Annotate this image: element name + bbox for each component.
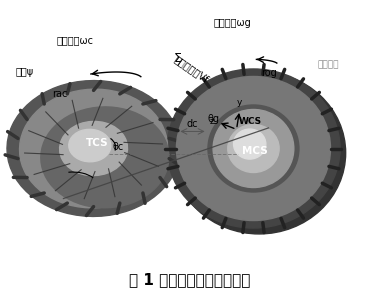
Text: dc: dc — [187, 119, 198, 129]
Text: 倾角ψ: 倾角ψ — [16, 67, 34, 77]
Text: TCS: TCS — [86, 138, 109, 148]
Text: 齿弧行动: 齿弧行动 — [318, 61, 339, 69]
Ellipse shape — [20, 89, 168, 208]
Text: Σ: Σ — [174, 52, 182, 65]
Ellipse shape — [69, 129, 111, 162]
Text: 轴进给速率Vf: 轴进给速率Vf — [172, 53, 211, 84]
Text: 刀具转速ωc: 刀具转速ωc — [56, 36, 93, 45]
Ellipse shape — [60, 121, 127, 176]
Text: y: y — [237, 98, 242, 107]
Text: MCS: MCS — [243, 146, 268, 157]
Ellipse shape — [41, 107, 169, 208]
Text: θg: θg — [208, 114, 219, 124]
Text: WCS: WCS — [239, 117, 262, 127]
Ellipse shape — [7, 80, 180, 217]
Ellipse shape — [177, 76, 330, 221]
Text: 工件转速ωg: 工件转速ωg — [214, 18, 252, 28]
Text: x: x — [265, 129, 270, 138]
Text: z: z — [210, 117, 215, 126]
Ellipse shape — [228, 124, 279, 173]
Ellipse shape — [208, 105, 299, 192]
Text: rog: rog — [261, 68, 277, 78]
Text: rac: rac — [52, 89, 67, 99]
Ellipse shape — [233, 129, 266, 159]
Ellipse shape — [167, 69, 340, 228]
Text: θc: θc — [113, 142, 124, 152]
Ellipse shape — [213, 110, 294, 187]
Ellipse shape — [172, 72, 346, 234]
Text: 图 1 强力刮齿的运动学模型: 图 1 强力刮齿的运动学模型 — [129, 272, 250, 287]
